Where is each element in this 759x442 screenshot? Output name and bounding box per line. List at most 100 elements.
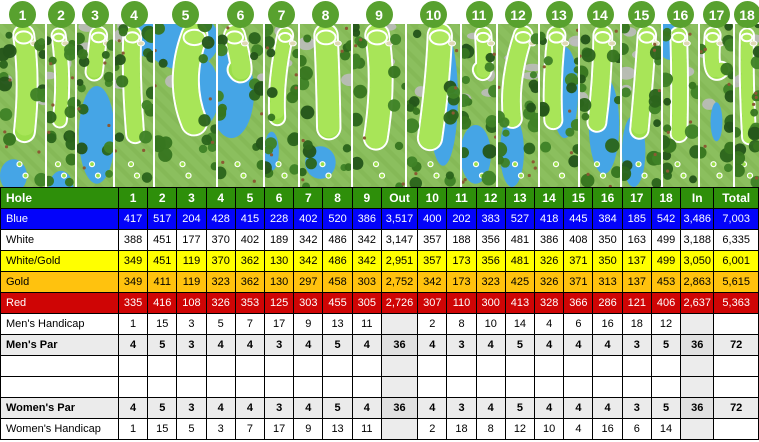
hole-number-badge: 18 — [733, 1, 759, 28]
hole-column-13: 13 — [540, 0, 580, 187]
score-cell-16: 313 — [592, 271, 623, 293]
column-header-6: 6 — [264, 187, 295, 209]
score-cell-Out — [380, 376, 419, 398]
column-header-14: 14 — [534, 187, 565, 209]
score-cell-11 — [446, 376, 477, 398]
score-cell-In — [680, 418, 715, 440]
score-cell-13: 5 — [504, 397, 536, 419]
hole-number-badge: 6 — [227, 1, 254, 28]
score-cell-18: 12 — [650, 313, 682, 335]
score-cell-1: 335 — [117, 292, 149, 314]
score-cell-6: 3 — [264, 397, 295, 419]
hole-column-3: 3 — [77, 0, 115, 187]
score-cell-11: 8 — [446, 313, 477, 335]
score-cell-1 — [117, 376, 149, 398]
score-cell-9: 303 — [351, 271, 382, 293]
hole-map-image — [265, 24, 298, 187]
score-cell-Total: 5,615 — [713, 271, 759, 293]
score-cell-Out: 2,752 — [380, 271, 419, 293]
score-cell-Total — [713, 313, 759, 335]
scorecard-table: Hole 1 2 3 4 5 6 7 8 9 Out 10 11 12 13 14 15 16 17 18 In Tota… — [0, 187, 759, 440]
hole-number-badge: 17 — [703, 1, 730, 28]
score-cell-5: 7 — [234, 313, 266, 335]
scorecard-row-womens-par: Women's Par 4 5 3 4 4 3 4 5 4 36 4 3 4 5 4 4 4 3 5 36 72 — [0, 397, 759, 419]
hole-number: 13 — [551, 6, 567, 23]
score-cell-1: 349 — [117, 250, 149, 272]
hole-number-badge: 10 — [420, 1, 447, 28]
hole-column-1: 1 — [0, 0, 47, 187]
hole-number-badge: 4 — [120, 1, 148, 28]
score-cell-9 — [351, 376, 382, 398]
score-cell-12: 4 — [475, 397, 506, 419]
score-cell-1: 4 — [117, 397, 149, 419]
score-cell-10 — [417, 376, 448, 398]
hole-number: 5 — [181, 6, 190, 23]
score-cell-16: 384 — [592, 208, 623, 230]
score-cell-7 — [293, 355, 324, 377]
score-cell-11: 3 — [446, 397, 477, 419]
score-cell-Total — [713, 355, 759, 377]
score-cell-7: 303 — [293, 292, 324, 314]
score-cell-17: 3 — [621, 334, 652, 356]
score-cell-16: 4 — [592, 334, 623, 356]
score-cell-Out: 3,147 — [380, 229, 419, 251]
score-cell-3: 119 — [176, 271, 207, 293]
score-cell-18: 14 — [650, 418, 682, 440]
hole-column-16: 16 — [663, 0, 700, 187]
score-cell-2: 411 — [147, 271, 178, 293]
score-cell-12: 383 — [475, 208, 506, 230]
score-cell-18: 453 — [650, 271, 682, 293]
score-cell-7: 9 — [293, 418, 324, 440]
score-cell-Out: 36 — [380, 334, 419, 356]
hole-number-badge: 7 — [268, 1, 295, 28]
score-cell-13: 5 — [504, 334, 536, 356]
score-cell-9: 11 — [351, 313, 382, 335]
score-cell-5 — [234, 376, 266, 398]
hole-number: 11 — [471, 6, 487, 23]
score-cell-13: 527 — [504, 208, 536, 230]
score-cell-11 — [446, 355, 477, 377]
hole-column-15: 15 — [622, 0, 663, 187]
score-cell-Total: 5,363 — [713, 292, 759, 314]
score-cell-Out — [380, 418, 419, 440]
score-cell-Out: 3,517 — [380, 208, 419, 230]
score-cell-4: 323 — [205, 271, 236, 293]
score-cell-8: 13 — [322, 418, 353, 440]
score-cell-14 — [534, 376, 565, 398]
score-cell-10: 342 — [417, 271, 448, 293]
score-cell-10: 400 — [417, 208, 448, 230]
hole-map-image — [462, 24, 496, 187]
hole-map-image — [540, 24, 578, 187]
score-cell-14: 418 — [534, 208, 565, 230]
score-cell-18: 406 — [650, 292, 682, 314]
score-cell-10: 357 — [417, 250, 448, 272]
score-cell-4 — [205, 376, 236, 398]
score-cell-16: 286 — [592, 292, 623, 314]
hole-number: 14 — [592, 6, 608, 23]
score-cell-13: 425 — [504, 271, 536, 293]
score-cell-4: 326 — [205, 292, 236, 314]
hole-map-image — [300, 24, 351, 187]
hole-number-badge: 9 — [365, 1, 393, 28]
hole-map-image — [155, 24, 216, 187]
score-cell-3: 204 — [176, 208, 207, 230]
row-label-header: Hole — [0, 187, 119, 209]
scorecard-row-mens-par: Men's Par 4 5 3 4 4 3 4 5 4 36 4 3 4 5 4 4 4 3 5 36 72 — [0, 334, 759, 356]
score-cell-In: 36 — [680, 397, 715, 419]
hole-number: 16 — [672, 6, 689, 23]
score-cell-2: 5 — [147, 397, 178, 419]
score-cell-2 — [147, 355, 178, 377]
score-cell-Total: 6,001 — [713, 250, 759, 272]
score-cell-7: 9 — [293, 313, 324, 335]
column-header-13: 13 — [504, 187, 536, 209]
hole-number: 18 — [739, 6, 755, 23]
score-cell-In: 2,637 — [680, 292, 715, 314]
score-cell-Out: 2,726 — [380, 292, 419, 314]
hole-column-11: 11 — [462, 0, 498, 187]
score-cell-17: 137 — [621, 250, 652, 272]
hole-number: 12 — [510, 6, 526, 23]
score-cell-3 — [176, 355, 207, 377]
hole-number-badge: 13 — [545, 1, 573, 28]
score-cell-In: 2,863 — [680, 271, 715, 293]
score-cell-9: 4 — [351, 397, 382, 419]
